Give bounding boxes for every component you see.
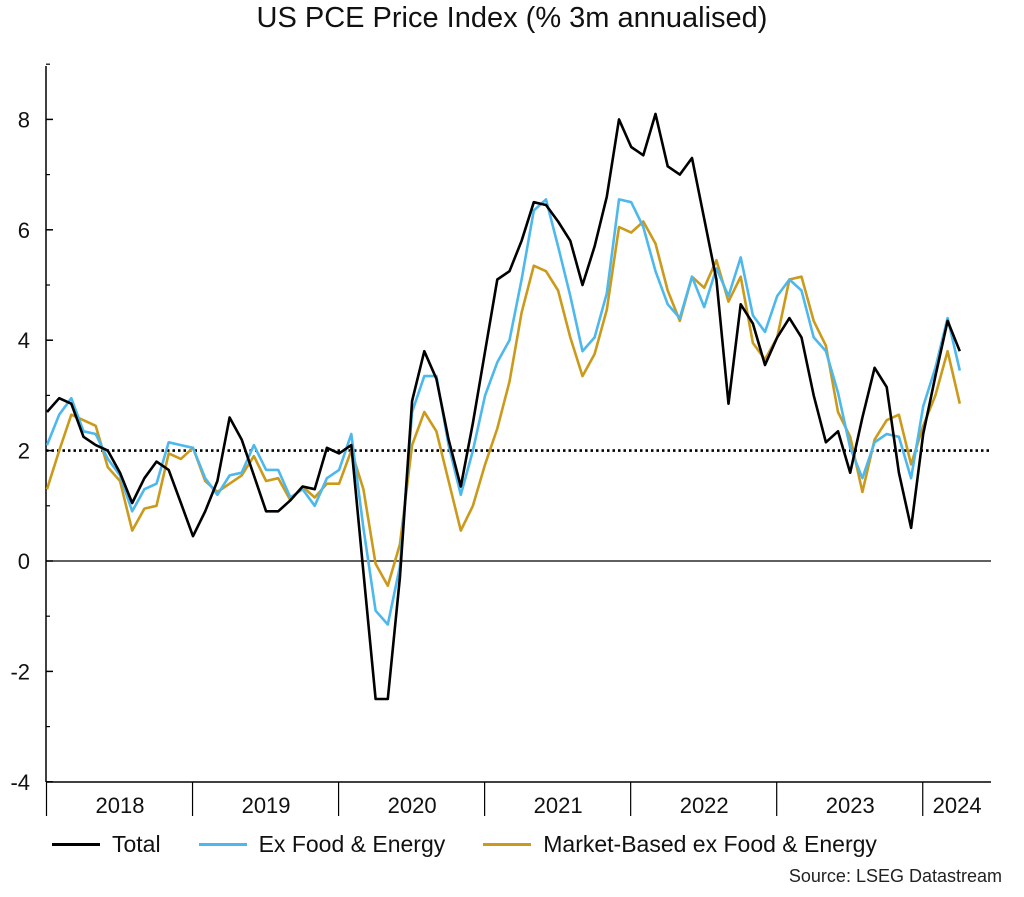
legend-swatch — [198, 842, 247, 846]
series-line-ex-food-and-energy — [45, 198, 962, 626]
legend-label: Market-Based ex Food & Energy — [543, 830, 877, 857]
series-line-total — [46, 112, 962, 701]
x-year-label: 2018 — [96, 793, 145, 818]
chart-title: US PCE Price Index (% 3m annualised) — [256, 2, 768, 34]
y-tick-label: 6 — [18, 218, 30, 243]
y-tick-label: -2 — [10, 659, 30, 684]
y-axis: -4 -2 0 2 4 6 8 — [10, 63, 53, 795]
y-tick-label: 0 — [18, 549, 30, 574]
x-year-label: 2019 — [242, 793, 291, 818]
y-tick-label: 4 — [18, 328, 30, 353]
series-group — [45, 112, 962, 701]
legend-item-total: Total — [52, 831, 161, 858]
legend-label: Total — [112, 830, 161, 857]
legend-item-market-based-ex-food-and-energy: Market-Based ex Food & Energy — [483, 831, 877, 858]
x-year-label: 2023 — [826, 793, 875, 818]
x-axis: 2018 2019 2020 2021 2022 2023 2024 — [45, 782, 982, 818]
x-year-label: 2020 — [388, 793, 437, 818]
legend-swatch — [483, 842, 532, 846]
y-tick-label: -4 — [10, 770, 30, 795]
legend-label: Ex Food & Energy — [258, 830, 446, 857]
legend: Total Ex Food & Energy Market-Based ex Foo… — [52, 829, 915, 859]
x-year-label: 2022 — [680, 793, 729, 818]
y-tick-label: 8 — [18, 107, 30, 132]
x-year-label: 2021 — [534, 793, 583, 818]
x-year-label: 2024 — [933, 793, 982, 818]
legend-swatch — [52, 842, 100, 846]
y-tick-label: 2 — [18, 439, 30, 464]
source-note: Source: LSEG Datastream — [788, 866, 1002, 886]
plot-frame — [45, 66, 991, 783]
legend-item-ex-food-and-energy: Ex Food & Energy — [198, 830, 446, 858]
